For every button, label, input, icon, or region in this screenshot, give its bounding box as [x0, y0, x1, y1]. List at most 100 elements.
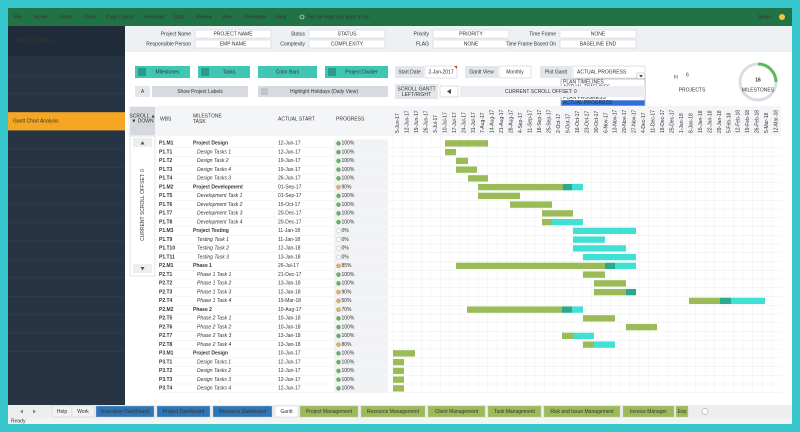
- sidebar-item[interactable]: Client Management: [13, 174, 57, 180]
- filter-label: Time Frame: [529, 31, 556, 37]
- sidebar-item[interactable]: Project Management: [13, 137, 60, 143]
- gantt-view-value: Monthly: [506, 69, 524, 75]
- labels-button[interactable]: [152, 86, 248, 97]
- sheet-tab-label: Resource Dashboard: [219, 409, 266, 415]
- progress-icon: [336, 202, 341, 207]
- milestone-name: Project Testing: [193, 228, 229, 234]
- actual-start: 10-Jun-17: [278, 351, 301, 357]
- actual-start: 10-Aug-17: [278, 307, 302, 313]
- ribbon-tab[interactable]: Draw: [84, 14, 96, 20]
- sheet-tab[interactable]: [212, 405, 273, 418]
- filter-value-box[interactable]: [559, 29, 637, 39]
- sidebar-item[interactable]: Gantt Chart Analysis: [13, 119, 59, 125]
- ribbon-tab[interactable]: File: [14, 14, 22, 20]
- filter-value-box[interactable]: [559, 39, 637, 49]
- ribbon-tab[interactable]: Developer: [244, 14, 267, 20]
- filter-value-box[interactable]: [432, 39, 510, 49]
- progress-icon: [336, 211, 341, 216]
- task-name: Design Tasks 3: [197, 377, 231, 383]
- timeline-date: 16-Oct-17: [575, 111, 581, 133]
- progress: 100%: [342, 202, 355, 208]
- ribbon-tab[interactable]: Formulas: [144, 14, 165, 20]
- toggle-button[interactable]: [258, 66, 317, 78]
- sheet-tab[interactable]: [622, 405, 675, 418]
- gantt-bar: [456, 157, 468, 165]
- timeline-date: 28-Aug-17: [509, 109, 515, 133]
- toggle-button[interactable]: [325, 66, 388, 78]
- timeline-date: 14-Aug-17: [490, 109, 496, 133]
- task-name: Development Task 2: [197, 202, 243, 208]
- filter-value-box[interactable]: [308, 29, 386, 39]
- progress: 0%: [342, 246, 350, 252]
- sidebar-item[interactable]: Task Management: [13, 192, 54, 198]
- add-sheet[interactable]: [701, 408, 709, 415]
- filter-value-box[interactable]: [194, 39, 272, 49]
- sidebar: [8, 26, 125, 406]
- offset-band: [460, 86, 645, 97]
- dropdown-option[interactable]: ACTUAL PROGRESS: [563, 100, 613, 106]
- sidebar-item[interactable]: File Manager: [13, 266, 43, 272]
- wbs: P1.T7: [159, 211, 173, 217]
- task-name: Phase 2 Task 3: [197, 333, 232, 339]
- holidays-check: [261, 88, 268, 95]
- ribbon-tab[interactable]: Help: [276, 14, 287, 20]
- sidebar-item[interactable]: Project Dashboard: [13, 82, 55, 88]
- tell-me[interactable]: Tell me what you want to do: [307, 14, 369, 20]
- holidays-button[interactable]: [258, 86, 388, 97]
- gantt-bar: [562, 306, 572, 313]
- sidebar-item[interactable]: Executive Dashboard: [13, 64, 61, 70]
- actual-start: 20-Dec-17: [278, 219, 302, 225]
- vscroll-up-arrow: [140, 141, 145, 145]
- ribbon-tab[interactable]: Page Layout: [106, 14, 135, 20]
- sheet-tab[interactable]: [360, 405, 426, 418]
- sheet-tab[interactable]: [427, 405, 486, 418]
- sidebar-item[interactable]: Help: [13, 321, 24, 327]
- sheet-tab[interactable]: [543, 405, 621, 418]
- sidebar-item[interactable]: Invoice Manager: [13, 229, 50, 235]
- progress-icon: [336, 377, 341, 382]
- sidebar-item[interactable]: Template Settings: [13, 340, 53, 346]
- start-date-value-box[interactable]: [424, 65, 458, 79]
- dropdown-option[interactable]: PLAN TIMELINES: [563, 79, 604, 85]
- progress-cell: [334, 384, 388, 393]
- ribbon-tab[interactable]: Insert: [60, 14, 73, 20]
- toggle-button[interactable]: [135, 66, 190, 78]
- gantt-view-label: Gantt View: [469, 69, 494, 75]
- sheet-tab[interactable]: [95, 405, 155, 418]
- sheet-tab[interactable]: [274, 405, 299, 418]
- ribbon-tab[interactable]: Home: [34, 14, 48, 20]
- sheet-tab[interactable]: [299, 405, 359, 418]
- progress: 0%: [342, 254, 350, 260]
- filter-value-box[interactable]: [194, 29, 272, 39]
- sheet-tab[interactable]: [71, 405, 95, 418]
- gantt-view-value-box[interactable]: [498, 65, 532, 79]
- progress: 100%: [342, 176, 355, 182]
- projects-count: 6: [686, 72, 689, 78]
- sidebar-item[interactable]: Lists: [13, 303, 24, 309]
- ribbon-tab[interactable]: Data: [174, 14, 185, 20]
- filter-value-box[interactable]: [308, 39, 386, 49]
- share-button[interactable]: Share: [758, 14, 772, 20]
- sidebar-item[interactable]: Resource Management: [13, 156, 66, 162]
- wbs: P3.T3: [159, 377, 173, 383]
- sheet-tab[interactable]: [675, 405, 689, 418]
- sidebar-item[interactable]: Resource Dashboard: [13, 100, 60, 106]
- sidebar-item[interactable]: Risk and Issue Management: [13, 211, 77, 217]
- filter-value-box[interactable]: [432, 29, 510, 39]
- sidebar-item[interactable]: Tools (Beta): [13, 284, 40, 290]
- lightbulb-icon: [299, 14, 305, 20]
- toggle-button[interactable]: [198, 66, 250, 78]
- ribbon-tab[interactable]: Review: [196, 14, 213, 20]
- tab-nav-right: [33, 409, 36, 414]
- font-button[interactable]: [135, 86, 150, 97]
- progress: 100%: [342, 359, 355, 365]
- plot-gantt-value-box[interactable]: [572, 65, 646, 79]
- milestone-name: Phase 2: [193, 307, 212, 313]
- ribbon-tab[interactable]: View: [222, 14, 233, 20]
- wbs: P3.T2: [159, 368, 173, 374]
- dropdown-option[interactable]: PLAN PROGRESS: [563, 95, 606, 101]
- progress-cell: [334, 174, 388, 183]
- sheet-tab[interactable]: [487, 405, 542, 418]
- sheet-tab[interactable]: [156, 405, 211, 418]
- sidebar-item[interactable]: Expenses (Billable): [13, 248, 56, 254]
